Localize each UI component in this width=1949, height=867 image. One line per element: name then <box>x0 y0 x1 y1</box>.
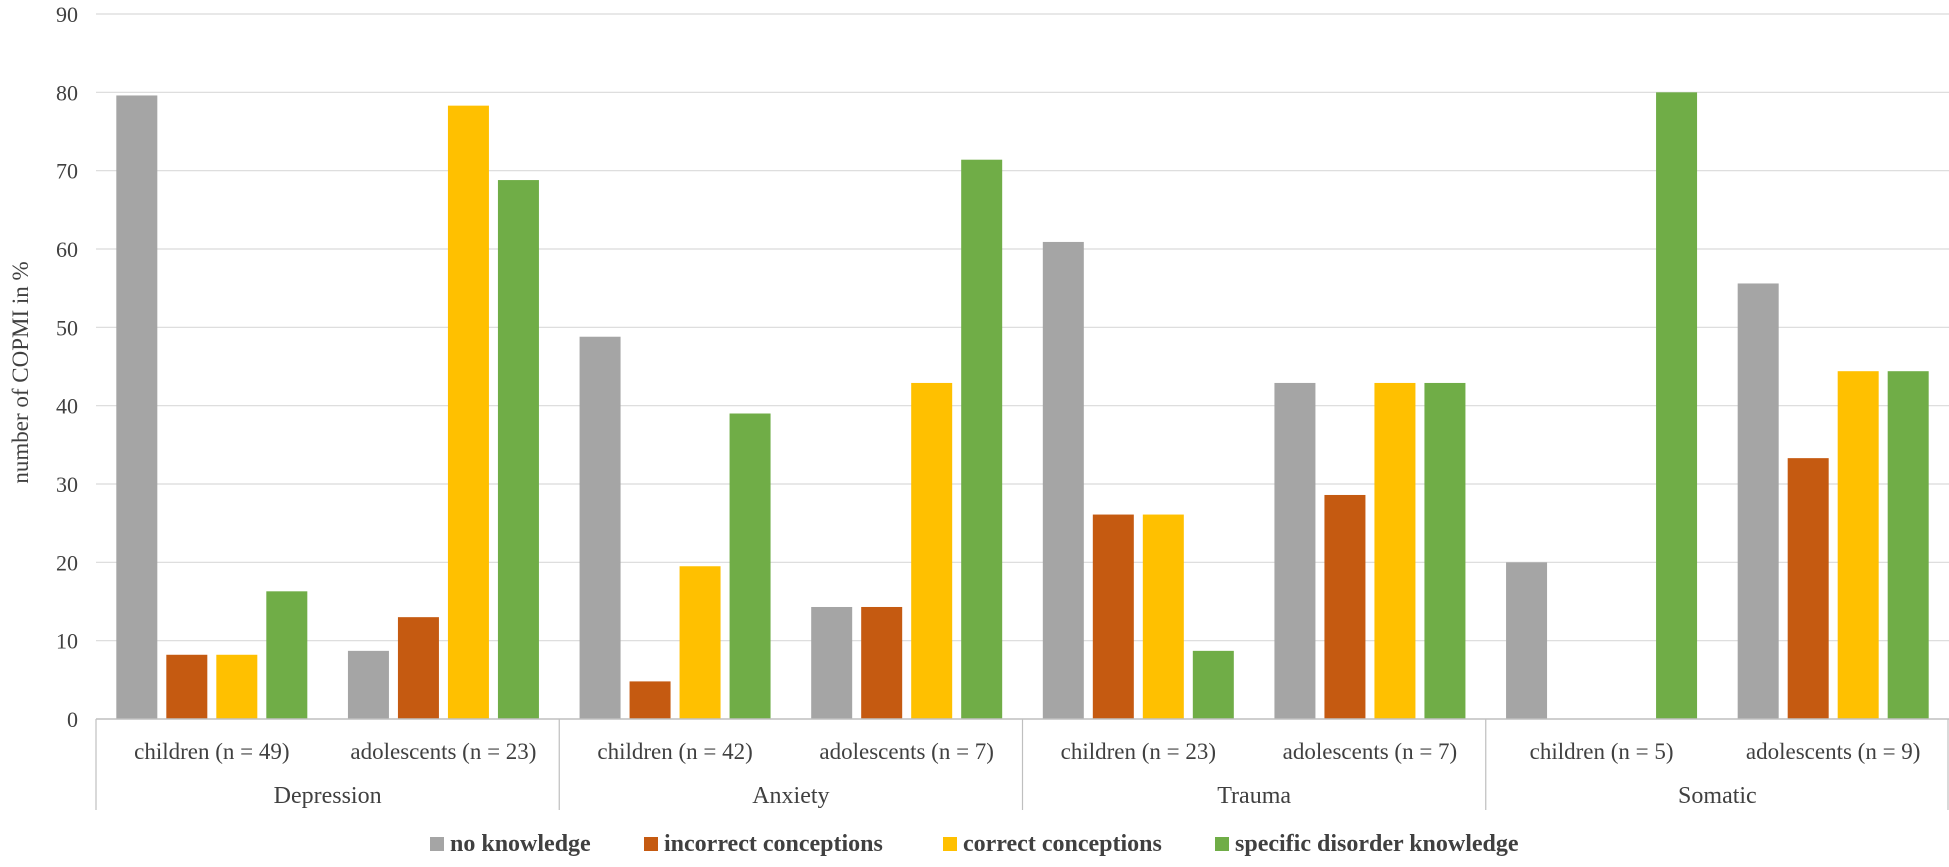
bar-no-knowledge-2 <box>579 336 621 719</box>
bar-no-knowledge-7 <box>1737 283 1779 719</box>
y-tick-label: 20 <box>56 550 78 575</box>
bar-specific-disorder-knowledge-0 <box>266 591 308 719</box>
legend-label-no-knowledge: no knowledge <box>450 831 591 857</box>
legend-swatch-correct-conceptions <box>943 837 957 851</box>
bar-specific-disorder-knowledge-5 <box>1424 382 1466 719</box>
bar-no-knowledge-3 <box>811 606 853 719</box>
bar-no-knowledge-1 <box>347 650 389 719</box>
bar-correct-conceptions-0 <box>216 654 258 719</box>
legend-swatch-no-knowledge <box>430 837 444 851</box>
y-tick-label: 10 <box>56 629 78 654</box>
category-label: children (n = 42) <box>597 739 752 764</box>
y-tick-label: 80 <box>56 80 78 105</box>
category-label: adolescents (n = 7) <box>819 739 994 764</box>
bar-incorrect-conceptions-7 <box>1787 458 1829 719</box>
bar-correct-conceptions-5 <box>1374 382 1416 719</box>
bar-no-knowledge-4 <box>1042 241 1084 719</box>
bar-correct-conceptions-4 <box>1142 514 1184 719</box>
group-label-trauma: Trauma <box>1217 783 1291 809</box>
bar-incorrect-conceptions-2 <box>629 681 671 719</box>
category-label: children (n = 5) <box>1530 739 1674 764</box>
legend-label-incorrect-conceptions: incorrect conceptions <box>664 831 883 857</box>
bar-specific-disorder-knowledge-3 <box>961 159 1003 719</box>
legend-swatch-incorrect-conceptions <box>644 837 658 851</box>
bar-specific-disorder-knowledge-7 <box>1887 371 1929 719</box>
category-label: children (n = 49) <box>134 739 289 764</box>
bar-incorrect-conceptions-0 <box>166 654 208 719</box>
category-label: adolescents (n = 23) <box>350 739 536 764</box>
y-tick-label: 70 <box>56 159 78 184</box>
bar-specific-disorder-knowledge-1 <box>497 180 539 720</box>
legend-label-correct-conceptions: correct conceptions <box>963 831 1162 857</box>
bar-no-knowledge-6 <box>1506 562 1548 719</box>
bar-specific-disorder-knowledge-2 <box>729 413 771 719</box>
bar-specific-disorder-knowledge-4 <box>1192 650 1234 719</box>
bar-incorrect-conceptions-3 <box>861 606 903 719</box>
y-tick-label: 40 <box>56 394 78 419</box>
legend-label-specific-disorder-knowledge: specific disorder knowledge <box>1235 831 1519 857</box>
legend-swatch-specific-disorder-knowledge <box>1215 837 1229 851</box>
group-label-anxiety: Anxiety <box>752 783 829 809</box>
y-tick-label: 90 <box>56 2 78 27</box>
category-label: adolescents (n = 9) <box>1746 739 1921 764</box>
y-tick-label: 60 <box>56 237 78 262</box>
bar-incorrect-conceptions-1 <box>397 617 439 719</box>
group-label-depression: Depression <box>274 783 382 809</box>
y-tick-label: 0 <box>67 707 78 732</box>
bar-correct-conceptions-7 <box>1837 371 1879 719</box>
group-label-somatic: Somatic <box>1678 783 1757 809</box>
bar-correct-conceptions-3 <box>911 382 953 719</box>
category-label: adolescents (n = 7) <box>1283 739 1458 764</box>
bar-specific-disorder-knowledge-6 <box>1656 92 1698 720</box>
bar-incorrect-conceptions-4 <box>1092 514 1134 719</box>
bar-no-knowledge-5 <box>1274 382 1316 719</box>
y-axis-label: number of COPMI in % <box>8 261 33 483</box>
bar-no-knowledge-0 <box>116 95 158 719</box>
bar-incorrect-conceptions-5 <box>1324 494 1366 719</box>
category-label: children (n = 23) <box>1061 739 1216 764</box>
y-tick-label: 50 <box>56 315 78 340</box>
bar-correct-conceptions-2 <box>679 566 721 719</box>
y-tick-label: 30 <box>56 472 78 497</box>
bar-correct-conceptions-1 <box>447 105 489 719</box>
